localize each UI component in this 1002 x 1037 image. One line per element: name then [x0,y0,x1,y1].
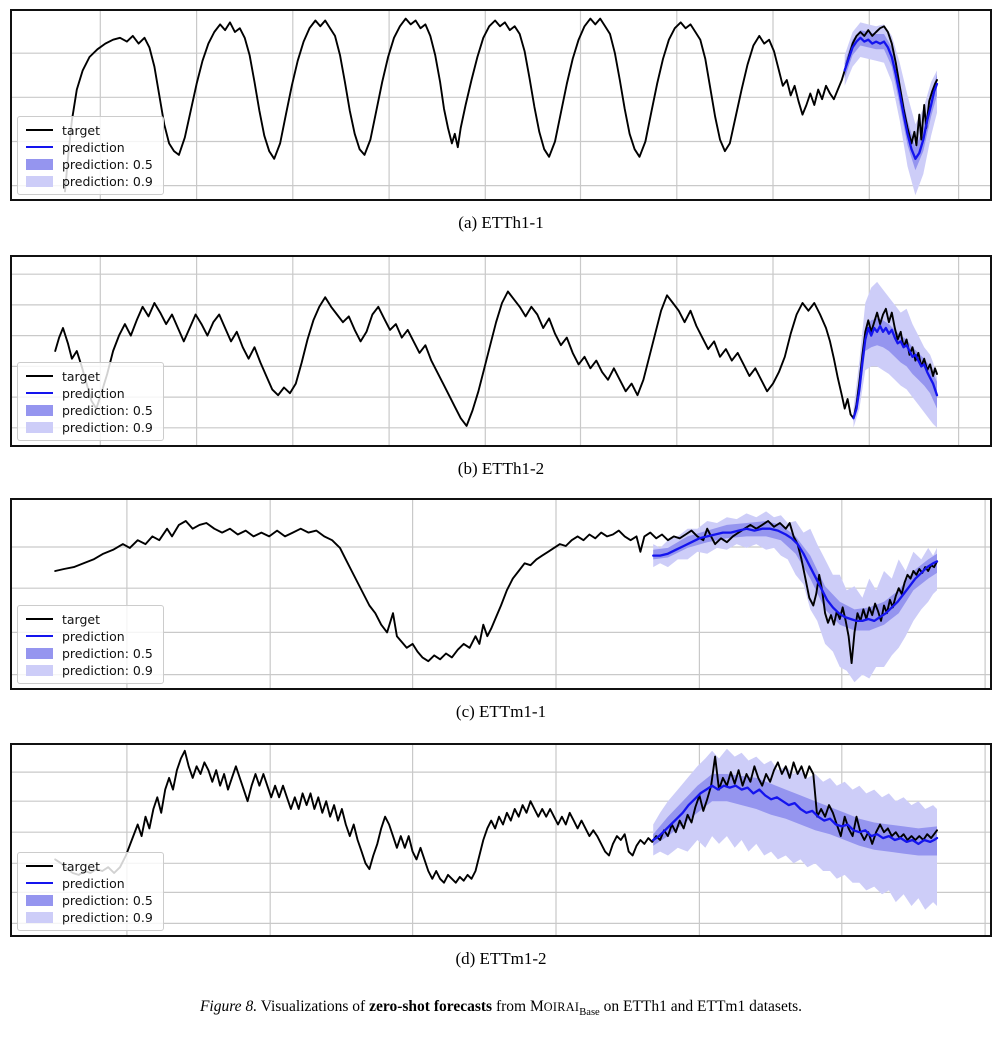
model-name: MOIRAIBase [529,998,600,1019]
legend-label: prediction: 0.5 [62,156,153,172]
panel-d: target prediction prediction: 0.5 predictio… [0,743,1002,969]
legend-item: prediction: 0.9 [26,419,153,435]
legend-label: prediction: 0.5 [62,892,153,908]
chart-ettm1-1 [10,498,992,690]
subplot-caption-c: (c) ETTm1-1 [455,702,547,721]
plot-ettm1-1: target prediction prediction: 0.5 predictio… [10,498,992,690]
legend-item: prediction: 0.5 [26,645,153,661]
legend-item: prediction [26,385,153,401]
chart-ettm1-2 [10,743,992,937]
legend-label: prediction: 0.5 [62,645,153,661]
legend: target prediction prediction: 0.5 predictio… [17,852,164,931]
legend: target prediction prediction: 0.5 predictio… [17,362,164,441]
figure-caption-text2: from [495,998,527,1015]
legend-line-swatch-target [26,374,53,378]
legend-label: prediction: 0.9 [62,909,153,925]
legend: target prediction prediction: 0.5 predictio… [17,116,164,195]
legend-line-swatch-target [26,864,53,868]
legend-line-swatch-target [26,128,53,132]
legend-label: prediction [62,875,125,891]
legend-patch-swatch-band50 [26,404,53,416]
subplot-caption-b: (b) ETTh1-2 [457,459,545,478]
chart-etth1-1 [10,9,992,201]
subplot-caption-a: (a) ETTh1-1 [458,213,544,232]
legend-item: target [26,858,153,874]
legend-patch-swatch-band90 [26,421,53,433]
legend-label: target [62,368,101,384]
legend-item: prediction: 0.9 [26,662,153,678]
chart-etth1-2 [10,255,992,447]
figure-caption: Figure 8. Visualizations of zero-shot fo… [0,997,1002,1023]
panel-a: target prediction prediction: 0.5 predictio… [0,9,1002,233]
legend-item: prediction: 0.5 [26,402,153,418]
subplot-caption-d: (d) ETTm1-2 [455,949,547,968]
legend-item: prediction: 0.9 [26,909,153,925]
legend-item: target [26,368,153,384]
legend-label: target [62,611,101,627]
legend-item: prediction [26,628,153,644]
model-initial: M [529,998,544,1015]
plot-etth1-1: target prediction prediction: 0.5 predictio… [10,9,992,201]
legend-label: target [62,122,101,138]
model-subscript: Base [579,1007,600,1019]
legend-item: target [26,611,153,627]
legend-patch-swatch-band90 [26,911,53,923]
legend-line-swatch-prediction [26,145,53,149]
legend-label: prediction [62,385,125,401]
legend-item: prediction [26,139,153,155]
legend-label: prediction [62,139,125,155]
legend-line-swatch-prediction [26,881,53,885]
legend-item: prediction: 0.5 [26,892,153,908]
legend-line-swatch-prediction [26,634,53,638]
legend-label: prediction: 0.9 [62,419,153,435]
plot-etth1-2: target prediction prediction: 0.5 predictio… [10,255,992,447]
legend-line-swatch-target [26,617,53,621]
legend-patch-swatch-band50 [26,158,53,170]
figure-caption-label: Figure 8. [199,998,258,1015]
legend-patch-swatch-band50 [26,894,53,906]
panel-c: target prediction prediction: 0.5 predictio… [0,498,1002,722]
legend-label: prediction: 0.9 [62,662,153,678]
legend-patch-swatch-band90 [26,664,53,676]
model-caps: OIRAI [543,1000,580,1014]
figure-caption-text1: Visualizations of [260,998,366,1015]
legend-patch-swatch-band90 [26,175,53,187]
legend-patch-swatch-band50 [26,647,53,659]
figure-caption-text3: on ETTh1 and ETTm1 datasets. [603,998,803,1015]
legend-item: target [26,122,153,138]
legend-label: prediction: 0.9 [62,173,153,189]
legend-item: prediction: 0.9 [26,173,153,189]
legend: target prediction prediction: 0.5 predictio… [17,605,164,684]
legend-label: prediction [62,628,125,644]
legend-label: prediction: 0.5 [62,402,153,418]
legend-line-swatch-prediction [26,391,53,395]
panel-b: target prediction prediction: 0.5 predictio… [0,255,1002,479]
legend-label: target [62,858,101,874]
plot-ettm1-2: target prediction prediction: 0.5 predictio… [10,743,992,937]
figure-caption-bold: zero-shot forecasts [369,998,493,1015]
legend-item: prediction [26,875,153,891]
legend-item: prediction: 0.5 [26,156,153,172]
